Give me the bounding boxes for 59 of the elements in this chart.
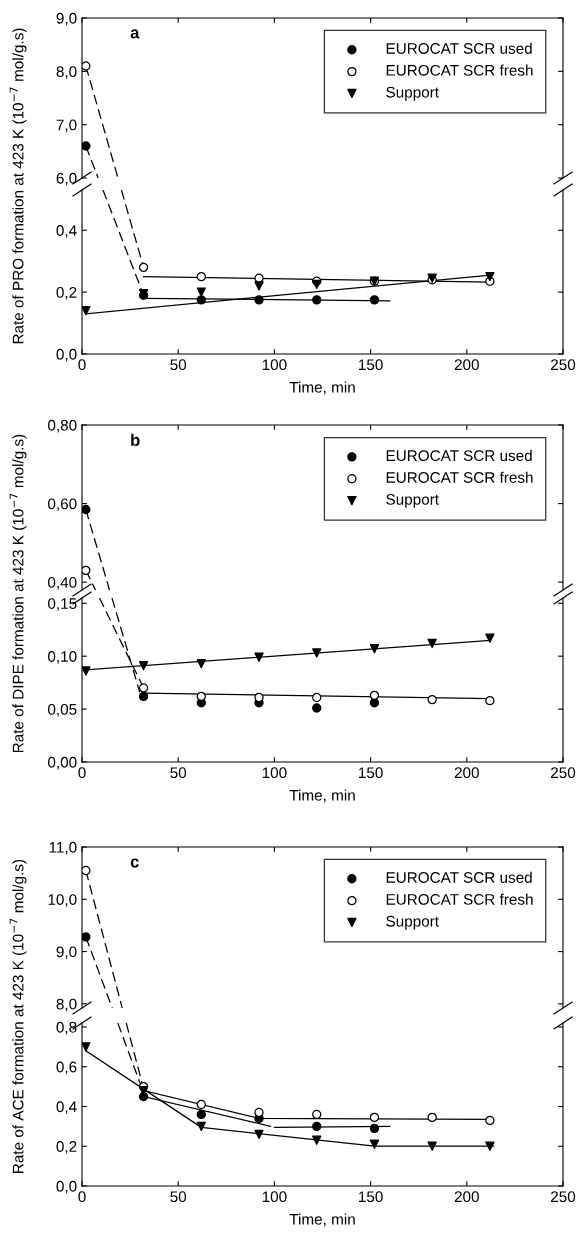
y-tick-label: 0,80: [48, 419, 77, 433]
y-tick-label: 9,0: [56, 12, 77, 26]
y-tick-label: 9,0: [56, 946, 77, 960]
y-tick-label: 8,0: [56, 66, 77, 79]
x-tick-label: 200: [454, 767, 479, 779]
x-tick-label: 50: [170, 1191, 187, 1203]
annotation: b: [131, 433, 140, 446]
y-tick-label: 0,6: [56, 1061, 77, 1075]
y-tick-label: 0,40: [48, 577, 77, 590]
y-tick-label: 6,0: [56, 172, 77, 186]
legend-label: Support: [386, 86, 439, 101]
x-tick-label: 100: [262, 767, 287, 779]
legend-label: EUROCAT SCR fresh: [386, 471, 533, 483]
x-tick-label: 200: [454, 1191, 479, 1203]
x-tick-label: 150: [359, 1191, 383, 1203]
x-axis-title: Time, min: [289, 1213, 355, 1227]
y-axis-title: Rate of DIPE formation at 423 K (10$^{−7}$ mol/g.s): [9, 434, 27, 753]
x-tick-label: 100: [262, 359, 287, 371]
legend-label: Support: [386, 915, 439, 930]
x-axis-title: Time, min: [289, 789, 355, 803]
annotation: a: [130, 29, 140, 39]
y-tick-label: 0,0: [56, 1180, 77, 1194]
y-tick-label: 7,0: [56, 119, 77, 133]
x-tick-label: 250: [551, 359, 576, 371]
y-tick-label: 0,0: [56, 348, 77, 362]
y-tick-label: 0,00: [48, 756, 77, 770]
y-tick-label: 8,0: [56, 998, 77, 1012]
x-tick-label: 0: [78, 1191, 86, 1203]
x-tick-label: 200: [454, 359, 479, 371]
y-tick-label: 11,0: [49, 841, 77, 855]
x-tick-label: 150: [359, 359, 383, 371]
y-axis-title: Rate of ACE formation at 423 K (10$^{−7}$ mol/g.s): [9, 859, 27, 1173]
y-tick-label: 0,60: [48, 498, 77, 512]
y-tick-label: 0,10: [48, 651, 77, 664]
y-tick-label: 0,15: [48, 598, 77, 611]
legend-label: Support: [386, 493, 439, 508]
y-tick-label: 0,2: [56, 286, 77, 300]
legend-label: EUROCAT SCR fresh: [386, 893, 533, 905]
x-tick-label: 150: [359, 767, 383, 779]
x-axis-title: Time, min: [289, 381, 355, 395]
y-tick-label: 0,8: [56, 1021, 77, 1035]
y-axis-title: Rate of PRO formation at 423 K (10$^{−7}$ mol/g.s): [9, 28, 27, 344]
x-tick-label: 50: [170, 359, 187, 371]
legend-label: EUROCAT SCR used: [386, 871, 532, 883]
annotation: c: [130, 858, 139, 868]
y-tick-label: 0,2: [56, 1141, 77, 1154]
legend-label: EUROCAT SCR fresh: [386, 64, 533, 76]
legend-label: EUROCAT SCR used: [386, 42, 532, 54]
legend-label: EUROCAT SCR used: [386, 449, 532, 462]
y-tick-label: 0,4: [56, 225, 77, 238]
x-tick-label: 250: [551, 1191, 576, 1203]
x-tick-label: 100: [262, 1191, 287, 1203]
y-tick-label: 0,4: [56, 1101, 77, 1114]
y-tick-label: 10,0: [48, 894, 77, 907]
y-tick-label: 0,05: [48, 703, 77, 717]
x-tick-label: 0: [78, 767, 86, 779]
x-tick-label: 50: [170, 767, 187, 779]
x-tick-label: 0: [78, 359, 86, 371]
x-tick-label: 250: [551, 767, 576, 779]
